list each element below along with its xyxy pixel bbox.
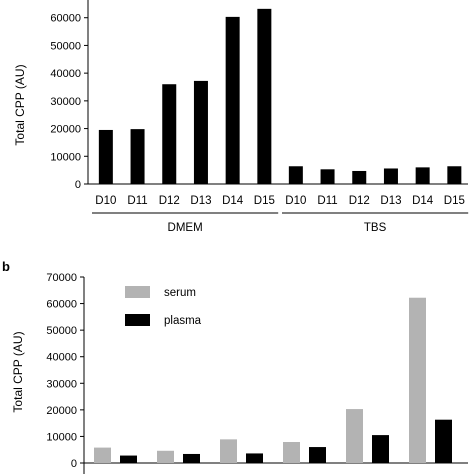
panel-b-bar-plasma bbox=[435, 419, 452, 463]
panel-a-y-tick-label: 10000 bbox=[50, 151, 81, 163]
panel-b-y-tick-label: 0 bbox=[71, 458, 77, 470]
panel-b-y-tick-label: 70000 bbox=[46, 272, 77, 284]
panel-b-y-tick-label: 60000 bbox=[46, 299, 77, 311]
panel-a-category-label: D10 bbox=[95, 195, 116, 207]
panel-a-category-label: D10 bbox=[285, 195, 306, 207]
panel-b-y-tick-label: 40000 bbox=[46, 352, 77, 364]
panel-a-category-label: D11 bbox=[317, 195, 337, 207]
panel-b-bar-serum bbox=[409, 297, 426, 463]
panel-b-y-tick-label: 30000 bbox=[46, 378, 77, 390]
panel-b-y-axis-label: Total CPP (AU) bbox=[11, 331, 25, 412]
panel-a-y-axis-label: Total CPP (AU) bbox=[13, 64, 27, 145]
panel-b-legend-label: serum bbox=[164, 287, 196, 299]
panel-a-bar bbox=[257, 8, 272, 184]
panel-b-bar-plasma bbox=[309, 447, 326, 463]
panel-a-category-label: D15 bbox=[254, 195, 275, 207]
panel-b-bar-plasma bbox=[183, 453, 200, 463]
panel-a-category-label: D15 bbox=[444, 195, 465, 207]
panel-a-group-label: DMEM bbox=[168, 222, 203, 234]
panel-b-bar-serum bbox=[346, 409, 363, 463]
panel-b-bar-serum bbox=[94, 447, 111, 463]
panel-b-y-tick-label: 50000 bbox=[46, 325, 77, 337]
panel-a-bar bbox=[383, 168, 398, 184]
panel-a-y-tick-label: 30000 bbox=[50, 96, 81, 108]
panel-a-bar bbox=[447, 166, 462, 184]
panel-a-bar bbox=[193, 80, 208, 184]
panel-a-category-label: D13 bbox=[190, 195, 211, 207]
panel-a-bar bbox=[288, 166, 303, 184]
panel-a-category-label: D14 bbox=[222, 195, 244, 207]
panel-a-group-label: TBS bbox=[364, 222, 387, 234]
panel-a-category-label: D11 bbox=[127, 195, 147, 207]
panel-a-bar bbox=[320, 169, 335, 184]
panel-a-bar bbox=[130, 129, 145, 184]
panel-b-bar-serum bbox=[157, 450, 174, 463]
panel-b-y-tick-label: 10000 bbox=[46, 431, 77, 443]
panel-a-bar bbox=[98, 129, 113, 184]
panel-a-y-tick-label: 60000 bbox=[50, 13, 81, 25]
panel-a-bar bbox=[162, 84, 177, 184]
panel-b-bar-serum bbox=[220, 439, 237, 463]
panel-b-y-tick-label: 20000 bbox=[46, 405, 77, 417]
panel-a-bar bbox=[415, 167, 430, 184]
panel-b-label: b bbox=[2, 259, 10, 274]
panel-a-y-tick-label: 40000 bbox=[50, 68, 81, 80]
panel-b-bar-plasma bbox=[120, 455, 137, 463]
panel-b-legend-swatch bbox=[125, 314, 150, 326]
panel-b-bar-serum bbox=[283, 442, 300, 463]
panel-a-category-label: D12 bbox=[159, 195, 180, 207]
panel-a-category-label: D12 bbox=[349, 195, 370, 207]
panel-a-bar bbox=[352, 170, 367, 184]
panel-b-legend-swatch bbox=[125, 286, 150, 298]
panel-a-y-tick-label: 20000 bbox=[50, 124, 81, 136]
panel-a-category-label: D14 bbox=[412, 195, 434, 207]
panel-b-bar-plasma bbox=[372, 435, 389, 463]
panel-a-y-tick-label: 50000 bbox=[50, 40, 81, 52]
panel-b-bar-plasma bbox=[246, 453, 263, 463]
panel-a-category-label: D13 bbox=[380, 195, 401, 207]
panel-b-legend-label: plasma bbox=[164, 315, 202, 327]
panel-a-bar bbox=[225, 16, 240, 184]
panel-a-y-tick-label: 0 bbox=[75, 179, 81, 191]
